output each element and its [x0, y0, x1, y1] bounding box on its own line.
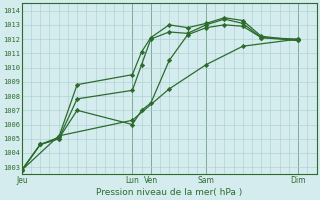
X-axis label: Pression niveau de la mer( hPa ): Pression niveau de la mer( hPa ): [96, 188, 242, 197]
